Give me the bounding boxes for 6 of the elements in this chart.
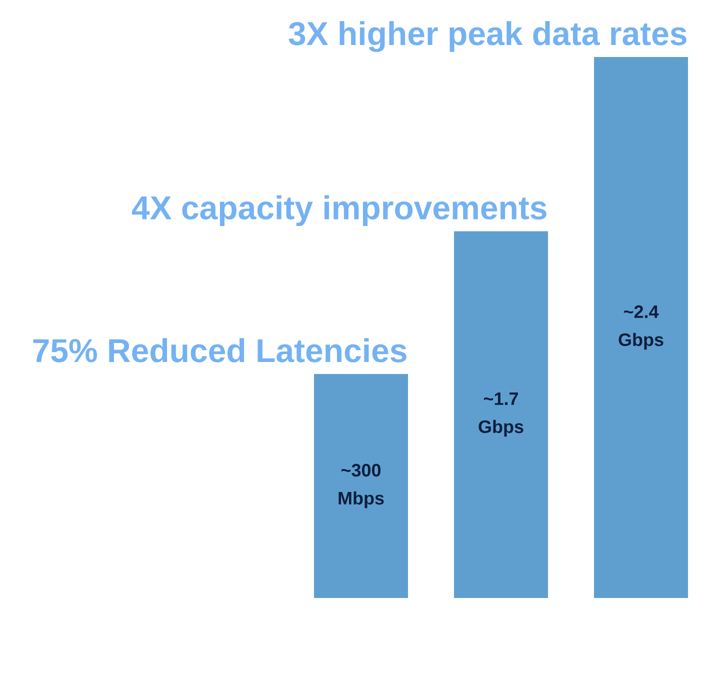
annotation: ~1.7 Gbps — [478, 392, 524, 437]
text: 3X higher peak data rates — [288, 21, 686, 52]
annotation: ~300 Mbps — [338, 464, 384, 508]
annotation: 4X capacity improvements — [132, 195, 546, 226]
annotation: ~2.4 Gbps — [618, 305, 664, 350]
annotation: 75% Reduced Latencies — [33, 338, 406, 362]
